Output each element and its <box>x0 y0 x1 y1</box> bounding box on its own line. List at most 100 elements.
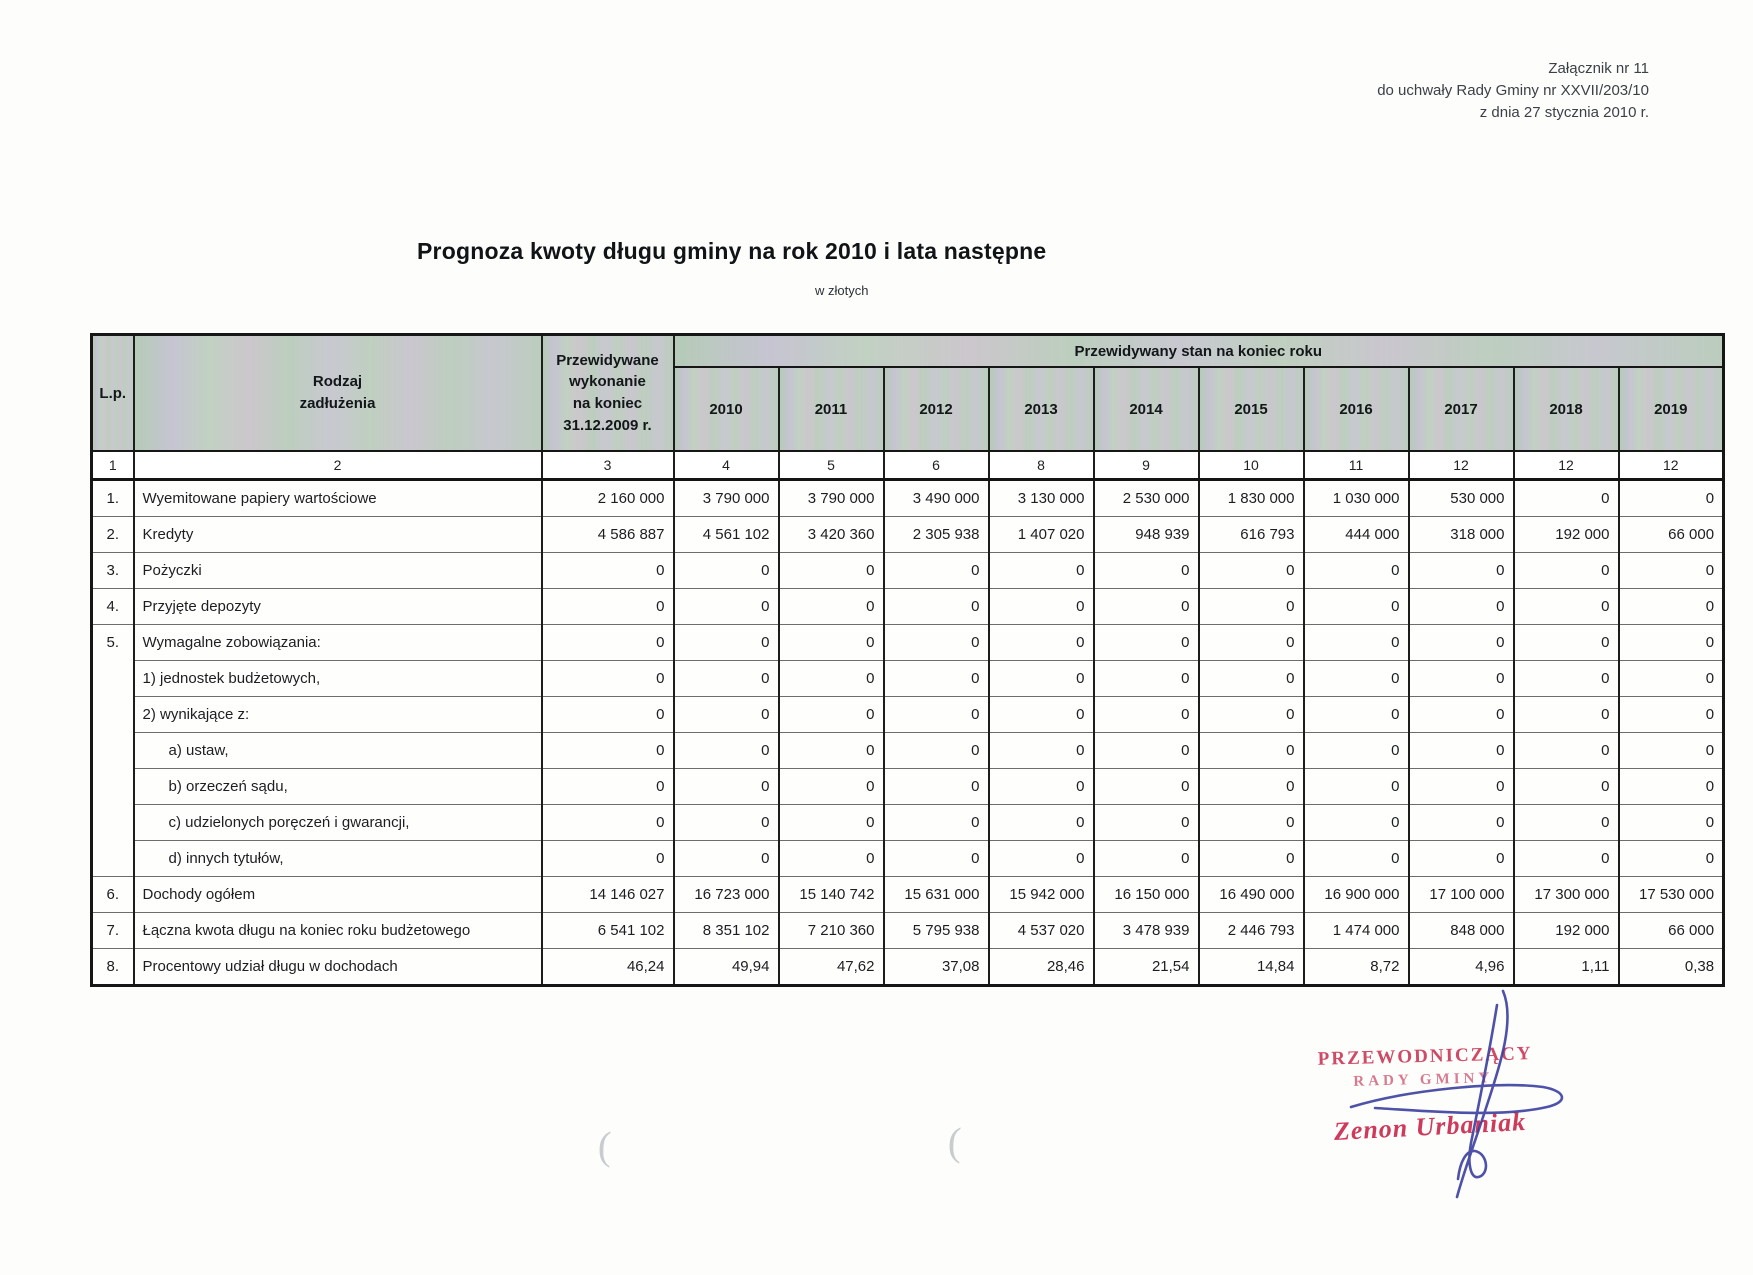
row-value: 0 <box>1302 588 1409 625</box>
row-label: Procentowy udział długu w dochodach <box>132 948 542 986</box>
column-number-cell: 1 <box>90 450 134 481</box>
row-value: 0 <box>1302 552 1409 589</box>
pen-mark-right: ( <box>947 1118 963 1165</box>
row-value: 16 490 000 <box>1197 876 1304 913</box>
row-value: 8 351 102 <box>672 912 779 949</box>
row-value: 0 <box>1092 732 1199 769</box>
row-value: 192 000 <box>1512 912 1619 949</box>
row-number: 3. <box>90 552 134 589</box>
row-value: 0 <box>1302 732 1409 769</box>
row-value: 0 <box>1197 840 1304 877</box>
row-value: 0 <box>1092 840 1199 877</box>
row-value: 1 830 000 <box>1197 479 1304 517</box>
row-value: 3 420 360 <box>777 516 884 553</box>
row-value: 0 <box>777 660 884 697</box>
row-value: 7 210 360 <box>777 912 884 949</box>
column-number-cell: 10 <box>1197 450 1304 481</box>
table-header-row-1: L.p. Rodzaj zadłużenia Przewidywane wyko… <box>90 334 1724 452</box>
row-number: 2. <box>90 516 134 553</box>
row-value: 0 <box>1302 768 1409 805</box>
header-forecast-span: Przewidywany stan na koniec roku <box>672 334 1724 368</box>
row-value: 444 000 <box>1302 516 1409 553</box>
row-value: 0 <box>1512 588 1619 625</box>
row-label: Kredyty <box>132 516 542 553</box>
row-value: 4 561 102 <box>672 516 779 553</box>
row-value: 0 <box>1512 768 1619 805</box>
row-label: 2) wynikające z: <box>132 696 542 733</box>
row-value: 0 <box>1512 479 1619 517</box>
row-value: 16 900 000 <box>1302 876 1409 913</box>
column-number-cell: 9 <box>1092 450 1199 481</box>
row-value: 0 <box>1197 588 1304 625</box>
row-label: Łączna kwota długu na koniec roku budżet… <box>132 912 542 949</box>
row-value: 6 541 102 <box>540 912 674 949</box>
row-value: 0 <box>882 768 989 805</box>
row-value: 0 <box>1197 804 1304 841</box>
row-value: 0 <box>987 624 1094 661</box>
column-number-cell: 11 <box>1302 450 1409 481</box>
table-row: 6. Dochody ogółem 14 146 027 16 723 000 15 1… <box>90 876 1724 913</box>
row-value: 0 <box>1407 840 1514 877</box>
row-number <box>90 840 134 877</box>
row-value: 4,96 <box>1407 948 1514 986</box>
row-value: 0 <box>1407 696 1514 733</box>
row-value: 0 <box>882 696 989 733</box>
row-value: 0 <box>987 804 1094 841</box>
row-value: 0 <box>672 588 779 625</box>
row-label: Wyemitowane papiery wartościowe <box>132 479 542 517</box>
column-number-row: 1 2 3 4 5 6 8 9 10 11 12 12 12 <box>90 450 1724 481</box>
row-value: 0 <box>882 660 989 697</box>
row-number: 8. <box>90 948 134 986</box>
row-number: 5. <box>90 624 134 661</box>
row-value: 0 <box>1407 804 1514 841</box>
row-value: 0 <box>1197 768 1304 805</box>
annotation-line-2: do uchwały Rady Gminy nr XXVII/203/10 <box>1377 82 1649 99</box>
row-value: 0 <box>1407 552 1514 589</box>
row-value: 0 <box>1617 732 1724 769</box>
column-number-cell: 3 <box>540 450 674 481</box>
row-value: 0 <box>1617 840 1724 877</box>
column-number-cell: 6 <box>882 450 989 481</box>
row-value: 0 <box>1512 660 1619 697</box>
row-value: 948 939 <box>1092 516 1199 553</box>
header-lp: L.p. <box>90 334 134 452</box>
header-expected-execution: Przewidywane wykonanie na koniec 31.12.2… <box>540 334 674 452</box>
row-number <box>90 696 134 733</box>
row-value: 16 150 000 <box>1092 876 1199 913</box>
row-value: 0 <box>1302 804 1409 841</box>
row-value: 0 <box>1512 732 1619 769</box>
table-row: 2. Kredyty 4 586 887 4 561 102 3 420 360 2 30… <box>90 516 1724 553</box>
pen-mark-left: ( <box>597 1122 613 1169</box>
row-label: c) udzielonych poręczeń i gwarancji, <box>132 804 542 841</box>
row-value: 0 <box>1302 840 1409 877</box>
row-label: Przyjęte depozyty <box>132 588 542 625</box>
header-year-2013: 2013 <box>987 367 1094 452</box>
row-value: 0 <box>882 804 989 841</box>
row-value: 0 <box>1302 660 1409 697</box>
table-row: b) orzeczeń sądu, 0 0 0 0 0 0 0 0 0 0 0 <box>90 768 1724 805</box>
row-value: 3 478 939 <box>1092 912 1199 949</box>
row-value: 616 793 <box>1197 516 1304 553</box>
row-value: 2 446 793 <box>1197 912 1304 949</box>
table-row: 3. Pożyczki 0 0 0 0 0 0 0 0 0 0 0 <box>90 552 1724 589</box>
row-value: 0 <box>1512 624 1619 661</box>
table-row: a) ustaw, 0 0 0 0 0 0 0 0 0 0 0 <box>90 732 1724 769</box>
row-value: 0 <box>1092 588 1199 625</box>
debt-forecast-table: L.p. Rodzaj zadłużenia Przewidywane wyko… <box>90 333 1726 987</box>
row-value: 0 <box>1407 588 1514 625</box>
table-row: 1) jednostek budżetowych, 0 0 0 0 0 0 0 0 0 0 0 <box>90 660 1724 697</box>
row-value: 0 <box>540 588 674 625</box>
row-number <box>90 804 134 841</box>
row-value: 0 <box>987 840 1094 877</box>
header-year-2015: 2015 <box>1197 367 1304 452</box>
row-value: 1 474 000 <box>1302 912 1409 949</box>
column-number-cell: 2 <box>132 450 542 481</box>
header-year-2017: 2017 <box>1407 367 1514 452</box>
row-value: 0 <box>1407 624 1514 661</box>
row-value: 0 <box>540 768 674 805</box>
row-value: 0,38 <box>1617 948 1724 986</box>
row-label: Wymagalne zobowiązania: <box>132 624 542 661</box>
attachment-annotation: Załącznik nr 11 do uchwały Rady Gminy nr… <box>1377 58 1649 124</box>
row-value: 0 <box>540 552 674 589</box>
row-value: 0 <box>882 732 989 769</box>
